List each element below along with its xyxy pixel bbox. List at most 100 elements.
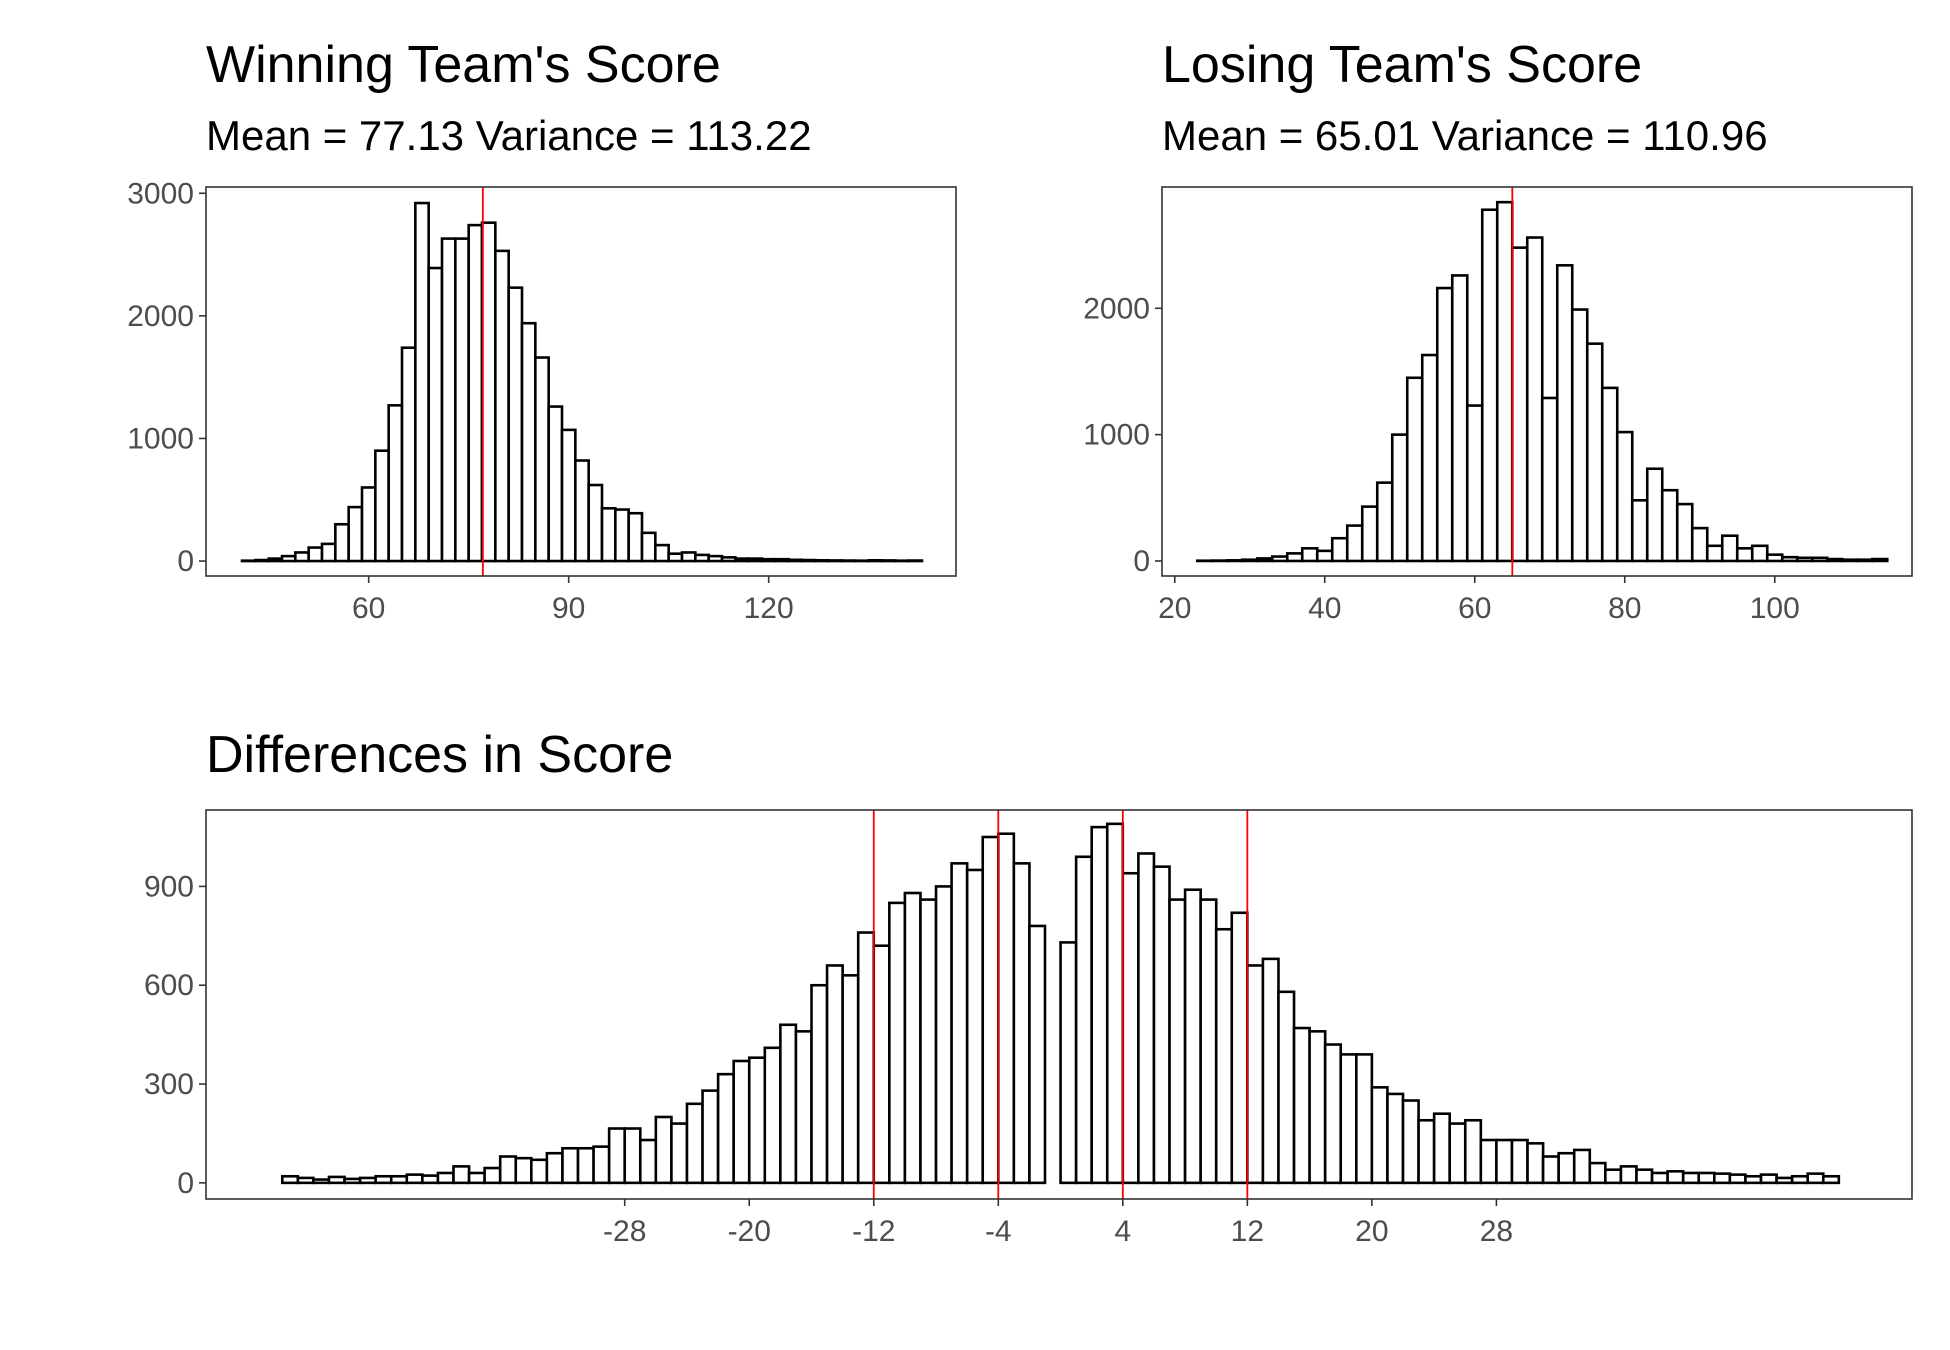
bar <box>1105 822 1125 1185</box>
bar <box>1510 1138 1529 1185</box>
bar <box>1600 386 1619 563</box>
bar <box>1152 865 1171 1185</box>
x-tick-label: 4 <box>1114 1215 1131 1248</box>
y-tick-label: 300 <box>144 1068 194 1101</box>
x-tick-label: 100 <box>1750 592 1800 625</box>
bar <box>254 558 270 563</box>
bar <box>981 835 1000 1185</box>
bar <box>307 546 324 563</box>
bar <box>1821 1174 1841 1185</box>
bar <box>760 557 777 563</box>
bar <box>1246 964 1265 1185</box>
bar <box>1780 555 1799 563</box>
bar <box>1300 547 1319 563</box>
bar <box>1255 557 1274 563</box>
bar <box>1759 1173 1778 1185</box>
bar <box>1168 898 1187 1185</box>
bar <box>1720 534 1739 563</box>
bar <box>1681 1171 1701 1185</box>
bar <box>1795 556 1814 563</box>
bar <box>720 556 737 563</box>
bar <box>1572 1148 1592 1185</box>
bar <box>1090 825 1109 1185</box>
bar <box>950 862 969 1185</box>
bar <box>1330 536 1349 563</box>
bar <box>827 559 844 563</box>
bar <box>483 1166 502 1185</box>
x-tick-label: 20 <box>1158 592 1191 625</box>
bar <box>934 885 953 1185</box>
bar <box>267 557 284 563</box>
x-tick-label: 12 <box>1231 1215 1264 1248</box>
bar <box>1765 553 1784 563</box>
bar <box>587 483 604 563</box>
y-tick-label: 0 <box>1133 545 1150 578</box>
bar <box>607 1127 627 1185</box>
x-tick-label: 28 <box>1480 1215 1513 1248</box>
bar <box>1339 1053 1358 1185</box>
bar <box>1750 544 1769 563</box>
bar <box>1728 1173 1747 1185</box>
panel-border <box>205 809 1913 1200</box>
bar <box>343 1177 362 1185</box>
bar <box>1604 1168 1623 1185</box>
bar <box>440 237 457 563</box>
panel-border <box>1161 186 1913 577</box>
bar <box>1870 557 1889 563</box>
x-tick-label: -28 <box>603 1215 646 1248</box>
bar <box>498 1155 518 1185</box>
y-tick-label: 600 <box>144 969 194 1002</box>
bar <box>358 1176 377 1185</box>
bar <box>701 1089 720 1185</box>
bar <box>480 221 497 563</box>
bar <box>414 201 430 563</box>
chart-title: Differences in Score <box>206 726 673 784</box>
bar <box>320 542 337 563</box>
bar <box>296 1176 315 1185</box>
bar <box>1465 404 1484 563</box>
bar <box>327 1175 346 1185</box>
bar <box>919 898 938 1185</box>
bar <box>638 1138 658 1185</box>
bar <box>1495 200 1514 563</box>
bar <box>1540 396 1559 563</box>
bar <box>734 557 750 563</box>
bar <box>1435 286 1454 563</box>
bar <box>732 1059 751 1185</box>
bar <box>810 983 829 1185</box>
bar <box>670 1122 689 1185</box>
bar <box>1645 467 1664 563</box>
bar <box>1074 855 1093 1185</box>
bar <box>547 405 564 563</box>
bar <box>903 891 922 1185</box>
bar <box>1690 526 1709 563</box>
bar <box>312 1178 331 1185</box>
bar <box>347 505 364 563</box>
y-tick-label: 2000 <box>127 300 194 333</box>
bar <box>400 346 417 563</box>
bar <box>1840 558 1859 563</box>
bar <box>467 1171 486 1185</box>
bar <box>1713 1172 1732 1185</box>
bar <box>774 557 790 563</box>
bar <box>707 554 724 563</box>
chart-title: Winning Team's Score <box>206 36 721 94</box>
bar <box>1417 1118 1436 1185</box>
bar <box>1675 502 1694 563</box>
bar <box>1526 1142 1545 1185</box>
bar <box>514 1156 533 1185</box>
bar <box>560 428 577 563</box>
bar <box>1370 1086 1389 1185</box>
bar <box>294 551 310 563</box>
bar <box>787 558 804 563</box>
bar <box>467 223 484 563</box>
bar <box>1214 927 1234 1185</box>
bar <box>1012 862 1031 1185</box>
bar <box>334 522 350 563</box>
bar <box>841 974 860 1185</box>
bar <box>574 459 590 563</box>
bar <box>1375 481 1394 563</box>
bar <box>1230 911 1249 1185</box>
bar <box>996 832 1016 1185</box>
